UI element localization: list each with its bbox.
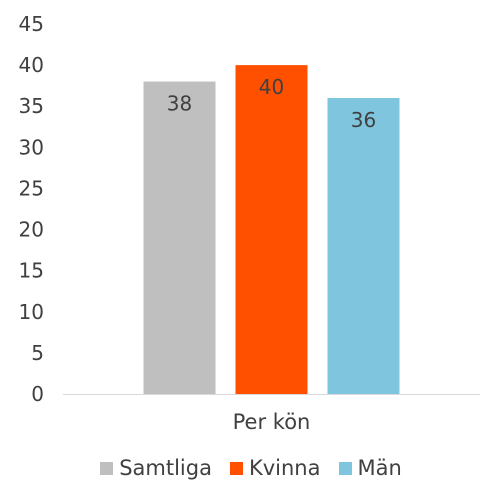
- bar-chart: 0 5 10 15 20 25 30 35 40 45 38 40 36 Per kön: [19, 12, 480, 434]
- bar-0: [143, 81, 216, 395]
- legend-item-samtliga: Samtliga: [100, 456, 212, 480]
- y-tick-label: 5: [31, 341, 44, 365]
- legend-swatch-man: [338, 461, 352, 475]
- y-tick-label: 40: [19, 53, 44, 77]
- data-label-0: 38: [167, 92, 192, 116]
- data-labels: 38 40 36: [167, 75, 376, 132]
- legend-label-samtliga: Samtliga: [119, 456, 212, 480]
- data-label-2: 36: [351, 108, 376, 132]
- y-tick-label: 10: [19, 300, 44, 324]
- y-tick-label: 15: [19, 259, 44, 283]
- x-category-label: Per kön: [233, 410, 311, 434]
- y-tick-label: 25: [19, 176, 44, 200]
- bar-2: [327, 98, 400, 394]
- y-tick-label: 0: [31, 382, 44, 406]
- legend-item-man: Män: [338, 456, 402, 480]
- legend-label-kvinna: Kvinna: [248, 456, 321, 480]
- y-tick-label: 20: [19, 218, 44, 242]
- y-tick-label: 35: [19, 94, 44, 118]
- data-label-1: 40: [259, 75, 284, 99]
- legend-item-kvinna: Kvinna: [229, 456, 321, 480]
- y-axis: 0 5 10 15 20 25 30 35 40 45: [19, 12, 44, 406]
- legend-label-man: Män: [357, 456, 402, 480]
- bars: [143, 65, 400, 395]
- y-tick-label: 45: [19, 12, 44, 36]
- legend-swatch-kvinna: [229, 461, 243, 475]
- legend: Samtliga Kvinna Män: [0, 452, 502, 484]
- y-tick-label: 30: [19, 135, 44, 159]
- bar-1: [235, 65, 308, 394]
- legend-swatch-samtliga: [100, 461, 114, 475]
